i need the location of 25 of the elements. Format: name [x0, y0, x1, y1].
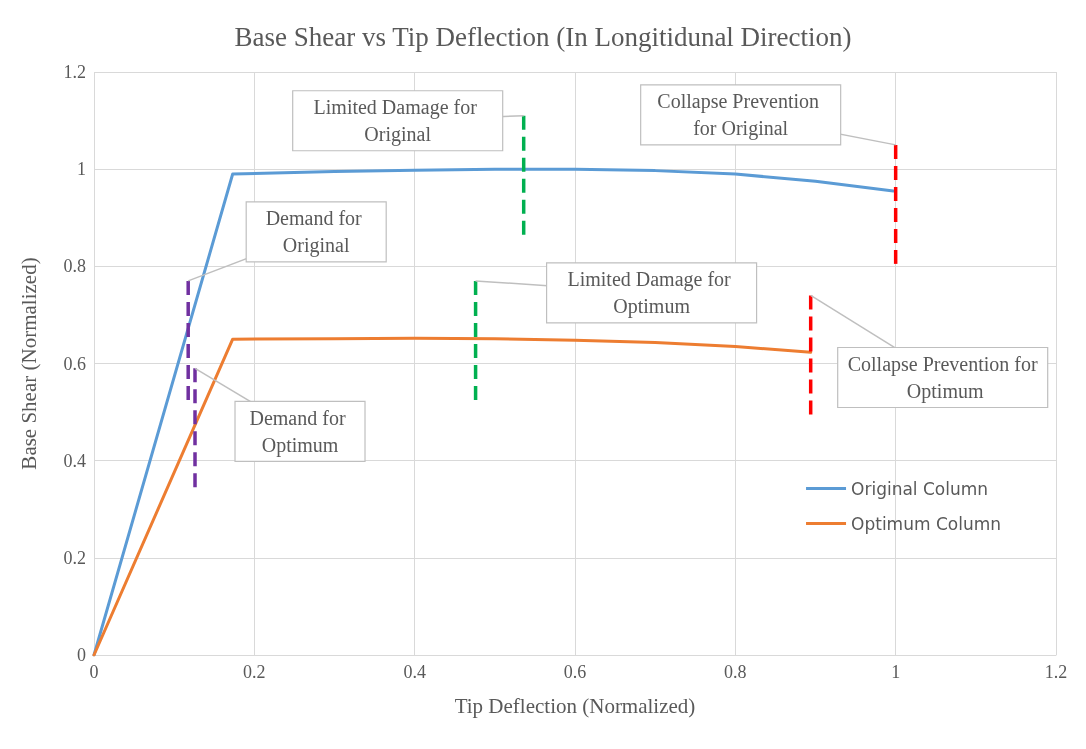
y-tick-label: 0	[77, 645, 86, 665]
annotation: Demand for Optimum	[249, 406, 351, 457]
annotation: Limited Damage for Optimum	[567, 268, 736, 319]
line-series	[92, 336, 813, 657]
y-tick-label: 0.6	[63, 353, 86, 374]
legend-label: Optimum Column	[851, 513, 1002, 534]
x-axis-title: Tip Deflection (Normalized)	[454, 693, 696, 718]
y-tick-label: 0.2	[63, 547, 86, 568]
y-tick-label: 0.4	[63, 450, 86, 471]
legend-label: Original Column	[851, 478, 989, 499]
x-tick-label: 0.6	[563, 662, 587, 682]
x-tick-label: 0.8	[724, 662, 747, 682]
x-tick-label: 0.2	[243, 662, 266, 682]
x-tick-label: 1.2	[1044, 662, 1068, 682]
x-tick-label: 0.4	[403, 662, 426, 682]
y-axis-title: Base Shear (Normalized)	[16, 257, 41, 470]
annotation: Limited Damage for Original	[313, 96, 482, 147]
x-tick-label: 1	[891, 662, 901, 682]
y-tick-label: 1.2	[63, 62, 86, 82]
chart-title: Base Shear vs Tip Deflection (In Longitidunal Direction)	[234, 21, 852, 52]
annotation: Demand for Original	[265, 207, 367, 258]
annotation: Collapse Prevention for Original	[657, 90, 824, 141]
y-tick-label: 0.8	[63, 256, 86, 277]
y-tick-label: 1	[77, 159, 86, 180]
annotation: Collapse Prevention for Optimum	[847, 352, 1039, 403]
